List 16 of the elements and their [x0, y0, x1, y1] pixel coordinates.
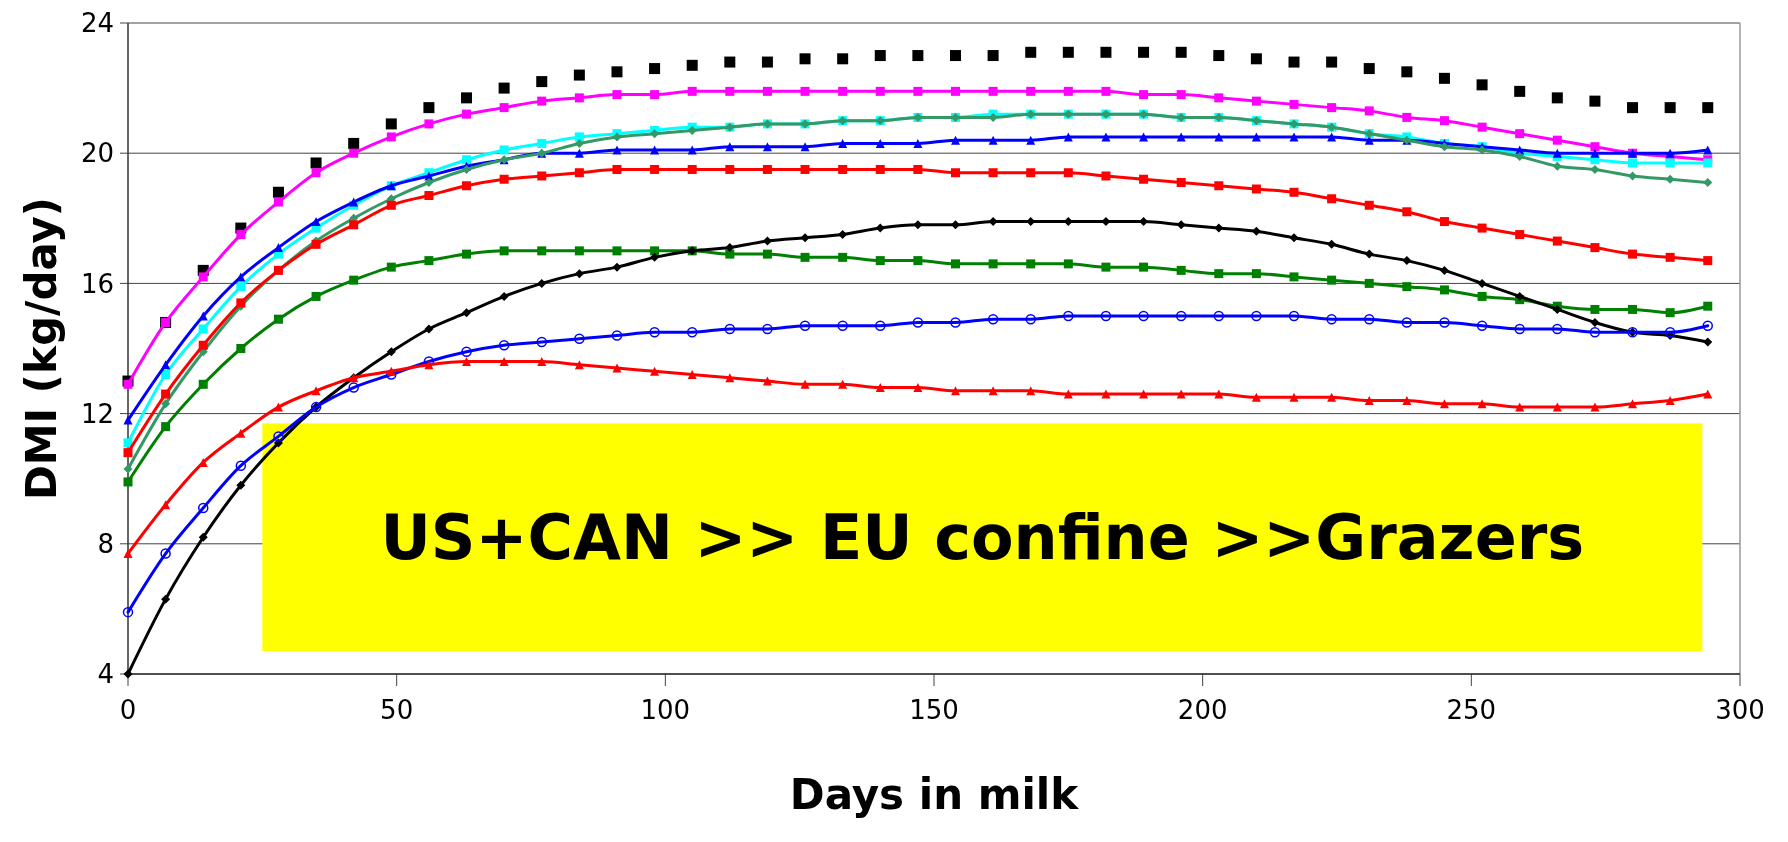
x-tick-label: 150: [909, 695, 959, 725]
y-tick-label: 8: [97, 528, 114, 559]
x-tick-label: 200: [1177, 695, 1228, 725]
x-tick-label: 0: [119, 695, 137, 725]
x-tick-label: 50: [380, 695, 414, 725]
x-tick-label: 300: [1715, 695, 1765, 725]
y-axis-title: DMI (kg/day): [17, 196, 66, 501]
y-tick-label: 16: [80, 268, 114, 299]
y-tick-label: 24: [80, 8, 114, 39]
annotation: US+CAN >> EU confine >>Grazers: [380, 500, 1585, 574]
y-tick-label: 20: [80, 138, 114, 169]
x-tick-label: 100: [640, 695, 691, 725]
x-axis-title: Days in milk: [789, 770, 1080, 819]
x-tick-label: 250: [1446, 695, 1497, 725]
y-tick-label: 4: [97, 659, 114, 690]
y-tick-label: 12: [80, 398, 114, 429]
